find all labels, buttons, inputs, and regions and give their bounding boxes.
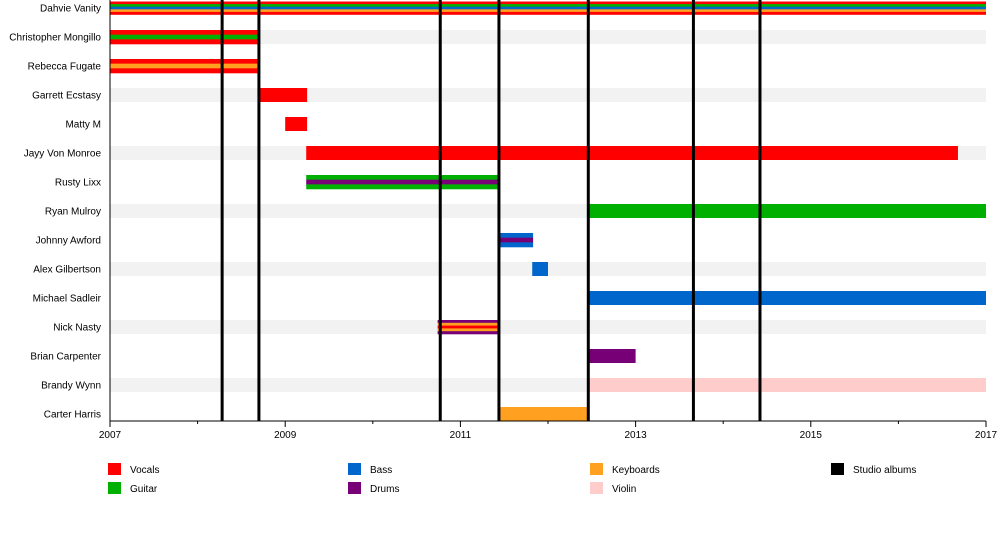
- member-label: Rusty Lixx: [55, 178, 101, 189]
- member-label: Jayy Von Monroe: [24, 149, 102, 160]
- member-bar: [588, 204, 986, 218]
- member-bar-stripe: [437, 320, 499, 324]
- member-label: Brandy Wynn: [41, 381, 101, 392]
- member-label: Garrett Ecstasy: [32, 91, 101, 102]
- x-tick-label: 2017: [975, 430, 998, 441]
- member-label: Alex Gilbertson: [33, 265, 101, 276]
- legend-label: Keyboards: [612, 465, 660, 476]
- legend-swatch: [108, 482, 121, 494]
- x-tick-label: 2009: [274, 430, 297, 441]
- member-label: Carter Harris: [44, 410, 101, 421]
- x-tick-label: 2013: [624, 430, 647, 441]
- x-tick-label: 2011: [450, 430, 472, 441]
- member-bar-stripe: [110, 59, 259, 64]
- member-bar: [588, 349, 636, 363]
- member-bar-stripe: [498, 237, 534, 243]
- member-bar-stripe: [437, 322, 499, 326]
- member-bar-stripe: [306, 175, 499, 180]
- member-bar-stripe: [437, 325, 499, 329]
- member-bar-stripe: [110, 30, 259, 35]
- member-bar: [588, 378, 986, 392]
- member-label: Rebecca Fugate: [28, 62, 102, 73]
- member-bar-stripe: [498, 233, 534, 238]
- member-label: Nick Nasty: [53, 323, 101, 334]
- member-bar-stripe: [306, 184, 499, 190]
- row-background: [110, 30, 986, 44]
- member-bar-stripe: [110, 6, 986, 10]
- member-bar-stripe: [437, 328, 499, 332]
- row-background: [110, 88, 986, 102]
- member-bar-stripe: [110, 39, 259, 45]
- member-bar: [285, 117, 308, 131]
- member-label: Christopher Mongillo: [9, 33, 101, 44]
- legend-label: Violin: [612, 484, 636, 495]
- member-bar: [498, 407, 590, 421]
- x-tick-label: 2007: [99, 430, 122, 441]
- member-label: Matty M: [65, 120, 101, 131]
- x-tick-label: 2015: [800, 430, 823, 441]
- member-bar-stripe: [110, 63, 259, 69]
- member-bar-stripe: [437, 331, 499, 335]
- member-bar-stripe: [110, 1, 986, 5]
- legend-swatch: [108, 463, 121, 475]
- member-bar-stripe: [306, 179, 499, 185]
- legend-label: Guitar: [130, 484, 158, 495]
- legend-label: Studio albums: [853, 465, 916, 476]
- member-bar-stripe: [110, 9, 986, 13]
- member-label: Brian Carpenter: [30, 352, 101, 363]
- member-label: Dahvie Vanity: [40, 4, 101, 15]
- member-bar: [258, 88, 308, 102]
- member-bar: [588, 291, 986, 305]
- member-label: Johnny Awford: [36, 236, 101, 247]
- legend-swatch: [348, 482, 361, 494]
- member-bar-stripe: [110, 34, 259, 40]
- legend-swatch: [831, 463, 844, 475]
- member-bar: [532, 262, 548, 276]
- legend-label: Bass: [370, 465, 392, 476]
- member-bar-stripe: [110, 11, 986, 15]
- legend-label: Vocals: [130, 465, 159, 476]
- member-bar-stripe: [110, 4, 986, 7]
- row-background: [110, 320, 986, 334]
- member-bar-stripe: [110, 68, 259, 74]
- member-label: Michael Sadleir: [33, 294, 102, 305]
- member-bar-stripe: [498, 242, 534, 248]
- legend-swatch: [348, 463, 361, 475]
- member-label: Ryan Mulroy: [45, 207, 101, 218]
- legend-swatch: [590, 463, 603, 475]
- legend-label: Drums: [370, 484, 399, 495]
- member-bar: [306, 146, 958, 160]
- legend-swatch: [590, 482, 603, 494]
